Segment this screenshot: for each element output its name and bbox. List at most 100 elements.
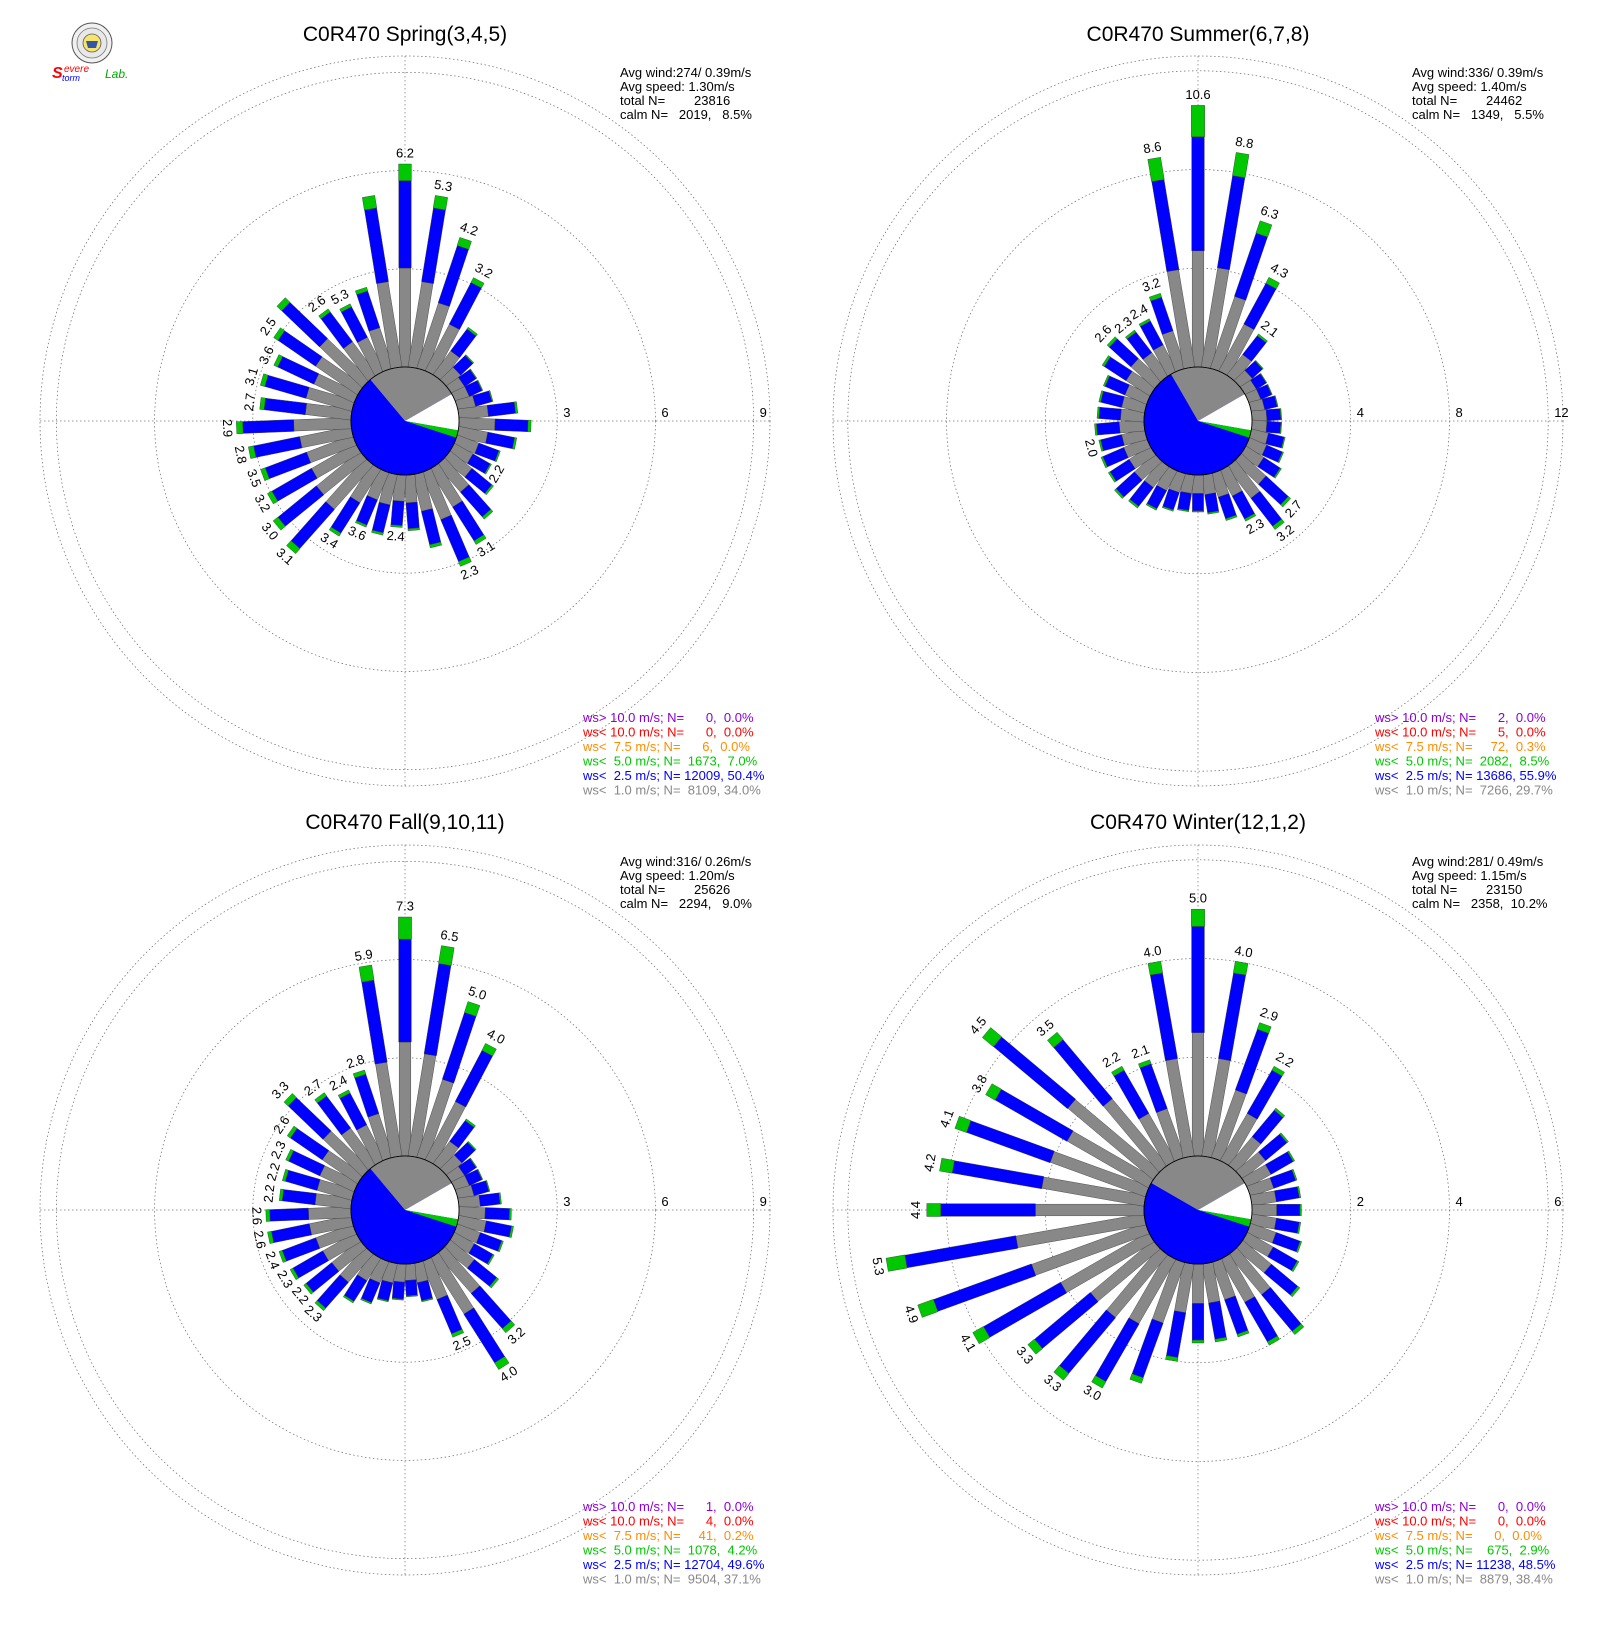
direction-bar <box>289 1231 362 1280</box>
bar-segment-blue <box>1177 491 1192 511</box>
legend-entry: ws> 10.0 m/s; N= 0, 0.0% <box>1374 1499 1546 1514</box>
bar-segment-green <box>917 1299 939 1318</box>
direction-bar <box>1091 1253 1177 1389</box>
direction-bar <box>446 368 478 396</box>
bar-segment-green <box>1277 451 1284 464</box>
bar-segment-green <box>972 1326 991 1345</box>
direction-bar <box>1241 1231 1300 1272</box>
bar-value-label: 4.2 <box>921 1153 939 1173</box>
bar-value-label: 2.2 <box>1100 1049 1123 1071</box>
bar-segment-green <box>285 1149 294 1162</box>
bar-segment-green <box>1256 1022 1272 1034</box>
bar-segment-green <box>494 450 501 463</box>
direction-bar <box>1098 428 1148 452</box>
bar-segment-blue <box>423 963 452 1057</box>
bar-segment-green <box>314 1092 327 1104</box>
bar-segment-blue <box>933 1263 1037 1312</box>
bar-segment-green <box>328 526 342 537</box>
bar-value-label: 2.7 <box>241 392 258 412</box>
outer-ring <box>832 844 1564 1576</box>
grid-ring <box>154 170 656 672</box>
bar-segment-green <box>1256 333 1268 343</box>
legend-entry: ws< 7.5 m/s; N= 6, 0.0% <box>582 739 750 754</box>
ring-tick-label: 8 <box>1455 405 1462 420</box>
bar-segment-blue <box>281 1189 317 1206</box>
bar-segment-green <box>982 1027 1002 1048</box>
stats-line: calm N= 2019, 8.5% <box>620 107 752 122</box>
direction-bar <box>1147 960 1195 1159</box>
bar-segment-green <box>1027 1338 1043 1355</box>
bar-segment-green <box>476 379 484 391</box>
stats-line: calm N= 2294, 9.0% <box>620 896 752 911</box>
bar-segment-green <box>501 1320 516 1334</box>
bar-segment-blue <box>1274 1217 1300 1234</box>
bar-segment-blue <box>269 1207 310 1222</box>
bar-segment-green <box>1129 1373 1144 1384</box>
bar-value-label: 2.1 <box>1129 1041 1151 1061</box>
bar-segment-green <box>1165 1355 1179 1362</box>
bar-segment-green <box>1233 960 1249 976</box>
bar-segment-green <box>265 1209 271 1222</box>
bar-value-label: 2.4 <box>1127 301 1150 323</box>
direction-bar <box>1192 474 1204 513</box>
bar-segment-blue <box>242 419 295 434</box>
direction-bar <box>432 326 478 382</box>
bar-value-label: 4.9 <box>901 1303 921 1325</box>
calm-wedge-gray <box>370 1155 452 1210</box>
bar-segment-green <box>289 1267 300 1280</box>
bar-segment-green <box>1271 1065 1285 1077</box>
bar-segment-green <box>248 445 257 459</box>
bar-segment-green <box>469 1157 478 1168</box>
bar-segment-green <box>1259 373 1268 384</box>
bar-value-label: 5.3 <box>869 1256 887 1276</box>
chart-title: C0R470 Spring(3,4,5) <box>303 23 507 46</box>
direction-bar <box>1027 1240 1161 1355</box>
outer-ring <box>39 844 771 1576</box>
grid-ring <box>1044 1056 1352 1364</box>
bar-segment-blue <box>361 979 388 1065</box>
legend-entry: ws< 10.0 m/s; N= 0, 0.0% <box>582 725 754 740</box>
legend-entry: ws> 10.0 m/s; N= 0, 0.0% <box>582 710 754 725</box>
direction-bar <box>286 1125 364 1185</box>
bar-value-label: 5.0 <box>466 983 488 1003</box>
bar-segment-green <box>1232 152 1250 178</box>
direction-bar <box>1233 453 1291 508</box>
chart-title: C0R470 Winter(12,1,2) <box>1090 811 1306 834</box>
calm-wedge-white <box>1198 394 1253 431</box>
bar-segment-calm <box>308 1206 352 1220</box>
bar-segment-blue <box>478 1192 501 1207</box>
grid-ring <box>56 72 754 770</box>
bar-segment-green <box>1274 395 1279 407</box>
bar-segment-calm <box>1191 250 1205 368</box>
bar-segment-green <box>1101 355 1111 367</box>
stats-line: total N= 23150 <box>1412 882 1522 897</box>
bar-segment-green <box>939 1157 955 1174</box>
bar-segment-green <box>267 490 279 505</box>
bar-value-label: 2.4 <box>327 1072 350 1094</box>
ring-tick-label: 3 <box>563 1194 570 1209</box>
direction-bar <box>443 450 494 496</box>
direction-bar <box>403 1263 418 1298</box>
bar-segment-green <box>513 401 519 414</box>
bar-segment-blue <box>1166 1310 1187 1358</box>
bar-segment-calm <box>1192 1263 1204 1304</box>
bar-value-label: 2.0 <box>1082 437 1101 458</box>
bar-segment-green <box>1280 496 1291 508</box>
bar-value-label: 2.4 <box>263 1249 283 1271</box>
bar-segment-blue <box>1265 420 1282 434</box>
bar-segment-green <box>390 524 403 528</box>
bar-segment-blue <box>483 1220 512 1238</box>
bar-segment-green <box>337 1089 351 1099</box>
bar-segment-blue <box>1204 492 1219 513</box>
bar-value-label: 4.1 <box>937 1108 957 1130</box>
legend-entry: ws< 10.0 m/s; N= 5, 0.0% <box>1374 725 1546 740</box>
bar-segment-green <box>1098 390 1104 403</box>
bar-segment-green <box>273 354 283 368</box>
bar-segment-green <box>1094 423 1098 436</box>
calm-wedge-white <box>1198 1183 1253 1220</box>
bar-segment-green <box>1266 383 1273 396</box>
bar-value-label: 10.6 <box>1185 87 1210 102</box>
calm-wedge-gray <box>1171 366 1245 421</box>
bar-segment-green <box>1106 336 1118 348</box>
